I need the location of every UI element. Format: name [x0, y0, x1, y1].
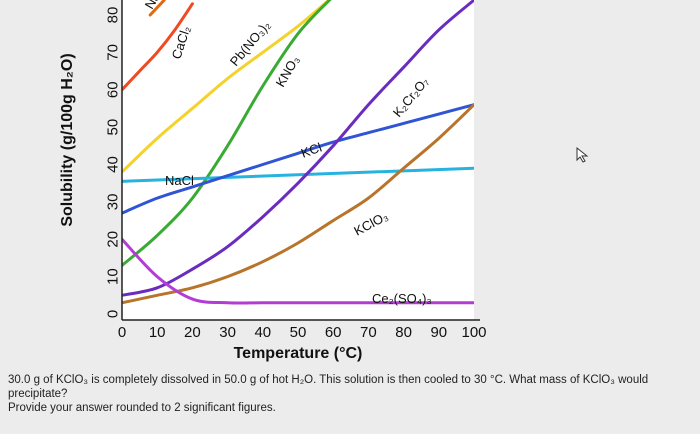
y-tick-label: 40 [105, 156, 122, 173]
x-tick-label: 20 [184, 324, 201, 341]
series-line-6 [122, 103, 474, 305]
y-tick-label: 10 [105, 268, 122, 285]
x-tick-label: 40 [254, 324, 271, 341]
y-tick-label: 60 [105, 81, 122, 98]
series-label: NaCl [165, 173, 194, 188]
x-tick-label: 60 [325, 324, 342, 341]
series-line-8 [148, 0, 166, 17]
instruction-line: Provide your answer rounded to 2 signifi… [8, 402, 276, 414]
question-line: 30.0 g of KClO₃ is completely dissolved … [8, 374, 649, 400]
solubility-chart: 0 10 20 30 40 50 60 70 80 90 10001020304050607080 … [59, 0, 487, 362]
series-line-4 [122, 103, 474, 215]
series-label: Ce₂(SO₄)₃ [372, 291, 432, 306]
x-axis-title: Temperature (°C) [234, 345, 363, 362]
series-line-2 [122, 0, 332, 267]
y-tick-label: 0 [105, 310, 122, 318]
y-tick-label: 70 [105, 44, 122, 61]
y-tick-label: 50 [105, 119, 122, 136]
x-tick-label: 70 [360, 324, 377, 341]
x-tick-label: 30 [219, 324, 236, 341]
x-tick-label: 90 [430, 324, 447, 341]
series-line-7 [122, 237, 474, 305]
x-tick-label: 50 [290, 324, 307, 341]
y-axis-title: Solubility (g/100g H₂O) [59, 53, 76, 226]
mouse-cursor-icon [576, 146, 589, 163]
y-tick-label: 20 [105, 231, 122, 248]
y-tick-label: 80 [105, 7, 122, 24]
series-label: Na [142, 0, 164, 12]
series-label: KCl [299, 140, 324, 161]
series-line-0 [122, 2, 194, 92]
x-tick-label: 0 [118, 324, 126, 341]
x-tick-label: 10 [149, 324, 166, 341]
x-tick-label: 100 [461, 324, 486, 341]
series-line-3 [122, 166, 474, 183]
x-tick-label: 80 [395, 324, 412, 341]
series-line-5 [122, 0, 474, 297]
question-text: 30.0 g of KClO₃ is completely dissolved … [8, 373, 698, 415]
y-tick-label: 30 [105, 194, 122, 211]
series-line-1 [122, 0, 332, 174]
